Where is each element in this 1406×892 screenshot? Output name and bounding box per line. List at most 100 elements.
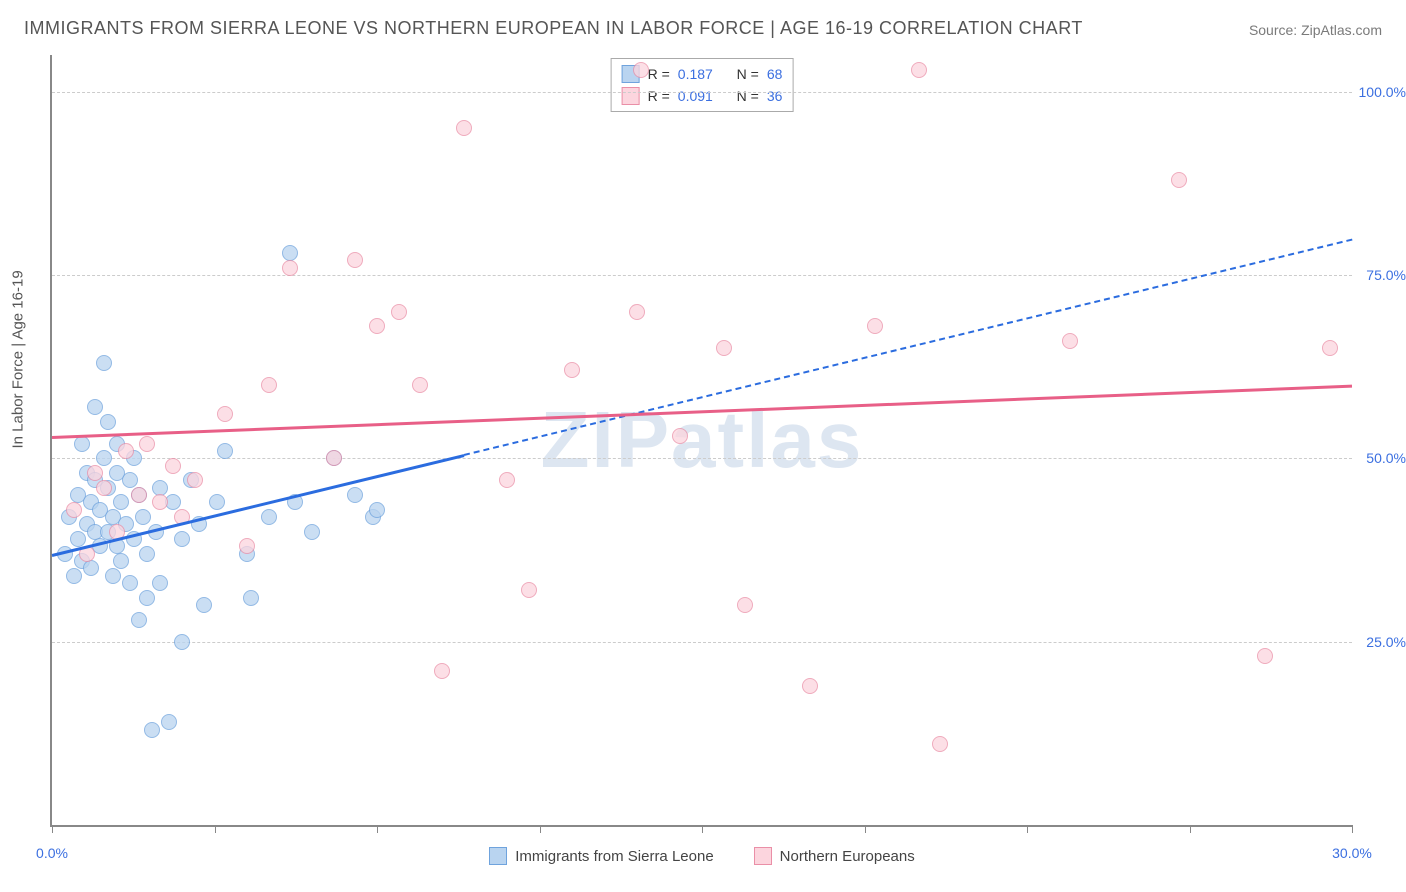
data-point-series-0 [174,634,190,650]
data-point-series-0 [131,612,147,628]
data-point-series-0 [122,472,138,488]
y-tick-label: 75.0% [1358,267,1406,283]
data-point-series-0 [217,443,233,459]
x-tick [865,825,866,833]
data-point-series-0 [196,597,212,613]
data-point-series-1 [326,450,342,466]
series-legend-item-0: Immigrants from Sierra Leone [489,847,713,865]
data-point-series-0 [282,245,298,261]
x-tick [540,825,541,833]
gridline-h [52,642,1352,643]
data-point-series-1 [261,377,277,393]
x-tick [1352,825,1353,833]
x-tick [377,825,378,833]
data-point-series-1 [66,502,82,518]
legend-swatch-series-0 [489,847,507,865]
data-point-series-0 [96,450,112,466]
data-point-series-0 [100,414,116,430]
data-point-series-1 [629,304,645,320]
data-point-series-1 [187,472,203,488]
data-point-series-0 [152,575,168,591]
x-tick [1190,825,1191,833]
legend-swatch-series-1 [754,847,772,865]
data-point-series-0 [261,509,277,525]
y-tick-label: 50.0% [1358,450,1406,466]
data-point-series-1 [867,318,883,334]
data-point-series-0 [135,509,151,525]
data-point-series-0 [304,524,320,540]
x-tick [1027,825,1028,833]
data-point-series-0 [113,494,129,510]
data-point-series-1 [131,487,147,503]
data-point-series-1 [369,318,385,334]
data-point-series-0 [66,568,82,584]
gridline-h [52,458,1352,459]
trend-line [463,238,1352,455]
data-point-series-1 [152,494,168,510]
r-value-1: 0.091 [678,85,713,107]
data-point-series-0 [139,590,155,606]
data-point-series-0 [105,568,121,584]
data-point-series-0 [243,590,259,606]
n-label: N = [737,63,759,85]
data-point-series-1 [391,304,407,320]
data-point-series-1 [633,62,649,78]
series-legend-item-1: Northern Europeans [754,847,915,865]
data-point-series-1 [282,260,298,276]
n-value-1: 36 [767,85,783,107]
data-point-series-0 [161,714,177,730]
chart-title: IMMIGRANTS FROM SIERRA LEONE VS NORTHERN… [24,18,1083,39]
n-value-0: 68 [767,63,783,85]
data-point-series-1 [347,252,363,268]
data-point-series-0 [139,546,155,562]
data-point-series-0 [96,355,112,371]
x-tick-label: 30.0% [1332,845,1372,861]
data-point-series-1 [87,465,103,481]
data-point-series-1 [1062,333,1078,349]
series-label-0: Immigrants from Sierra Leone [515,848,713,865]
data-point-series-1 [1322,340,1338,356]
r-value-0: 0.187 [678,63,713,85]
data-point-series-1 [521,582,537,598]
scatter-plot-area: ZIPatlas R = 0.187 N = 68 R = 0.091 N = … [50,55,1352,827]
data-point-series-1 [672,428,688,444]
x-tick-label: 0.0% [36,845,68,861]
data-point-series-1 [118,443,134,459]
data-point-series-1 [737,597,753,613]
y-tick-label: 100.0% [1358,84,1406,100]
series-label-1: Northern Europeans [780,848,915,865]
data-point-series-0 [113,553,129,569]
r-label: R = [648,85,670,107]
data-point-series-0 [347,487,363,503]
chart-source: Source: ZipAtlas.com [1249,22,1382,38]
y-tick-label: 25.0% [1358,634,1406,650]
data-point-series-1 [564,362,580,378]
data-point-series-1 [1171,172,1187,188]
x-tick [702,825,703,833]
data-point-series-1 [456,120,472,136]
n-label: N = [737,85,759,107]
series-legend: Immigrants from Sierra Leone Northern Eu… [52,847,1352,865]
data-point-series-0 [174,531,190,547]
x-tick [52,825,53,833]
data-point-series-0 [122,575,138,591]
data-point-series-0 [70,531,86,547]
legend-swatch-series-1 [622,87,640,105]
data-point-series-1 [239,538,255,554]
x-tick [215,825,216,833]
data-point-series-1 [716,340,732,356]
data-point-series-0 [209,494,225,510]
data-point-series-1 [499,472,515,488]
y-axis-label: In Labor Force | Age 16-19 [10,270,27,448]
data-point-series-0 [74,436,90,452]
data-point-series-1 [911,62,927,78]
data-point-series-0 [87,399,103,415]
gridline-h [52,92,1352,93]
data-point-series-0 [83,560,99,576]
trend-line [52,385,1352,439]
data-point-series-1 [802,678,818,694]
r-label: R = [648,63,670,85]
data-point-series-1 [96,480,112,496]
data-point-series-0 [369,502,385,518]
data-point-series-1 [1257,648,1273,664]
